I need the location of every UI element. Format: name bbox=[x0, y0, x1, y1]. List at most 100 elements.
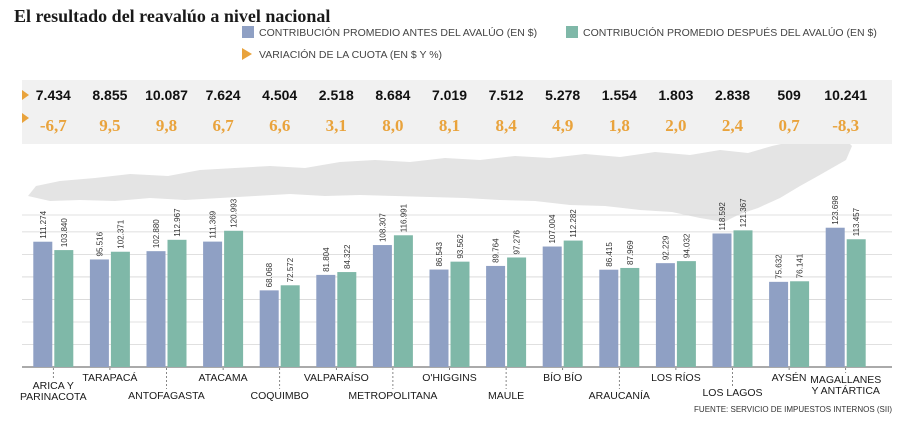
bars bbox=[33, 227, 866, 367]
variation-amount-8: 7.512 bbox=[489, 87, 524, 103]
variation-percent-13: 0,7 bbox=[778, 116, 800, 135]
bar-label-after-10: 87.969 bbox=[626, 240, 635, 265]
bar-label-before-2: 102.880 bbox=[152, 219, 161, 248]
category-label-13: AYSÉN bbox=[772, 371, 807, 384]
bar-label-after-5: 84.322 bbox=[343, 244, 352, 269]
category-label-3: ATACAMA bbox=[198, 372, 247, 384]
category-label-4: COQUIMBO bbox=[251, 390, 309, 402]
bar-after-11 bbox=[676, 261, 696, 367]
header: El resultado del reavalúo a nivel nacion… bbox=[14, 6, 892, 414]
category-label-5: VALPARAÍSO bbox=[304, 371, 369, 384]
variation-percent-5: 3,1 bbox=[326, 116, 347, 135]
variation-percent-12: 2,4 bbox=[722, 116, 744, 135]
category-label-0: ARICA Y bbox=[33, 380, 74, 392]
bar-before-8 bbox=[486, 265, 506, 367]
legend: CONTRIBUCIÓN PROMEDIO ANTES DEL AVALÚO (… bbox=[242, 26, 877, 61]
bar-label-before-10: 86.415 bbox=[605, 242, 614, 267]
variation-amount-3: 7.624 bbox=[206, 87, 241, 103]
variation-percent-8: 8,4 bbox=[495, 116, 517, 135]
variation-percent-4: 6,6 bbox=[269, 116, 290, 135]
bar-before-5 bbox=[316, 274, 336, 367]
bar-label-after-9: 112.282 bbox=[569, 209, 578, 238]
bar-label-before-13: 75.632 bbox=[775, 254, 784, 279]
bar-before-1 bbox=[89, 259, 109, 367]
variation-amount-11: 1.803 bbox=[658, 87, 693, 103]
bar-after-14 bbox=[846, 239, 866, 367]
variation-percent-1: 9,5 bbox=[99, 116, 120, 135]
bar-label-after-1: 102.371 bbox=[116, 219, 125, 248]
bar-before-6 bbox=[372, 245, 392, 367]
bar-label-before-11: 92.229 bbox=[661, 235, 670, 260]
bar-label-after-12: 121.367 bbox=[739, 198, 748, 227]
bar-after-0 bbox=[54, 250, 74, 367]
bar-after-3 bbox=[224, 230, 244, 367]
variation-amount-4: 4.504 bbox=[262, 87, 297, 103]
bar-before-9 bbox=[542, 246, 562, 367]
variation-amount-7: 7.019 bbox=[432, 87, 467, 103]
bar-label-after-13: 76.141 bbox=[796, 253, 805, 278]
category-label-14: MAGALLANES bbox=[810, 374, 881, 386]
legend-label-variation: VARIACIÓN DE LA CUOTA (EN $ Y %) bbox=[259, 48, 442, 61]
variation-arrow-percent bbox=[22, 113, 29, 123]
bar-before-10 bbox=[599, 269, 619, 367]
bar-before-0 bbox=[33, 241, 53, 367]
bar-after-5 bbox=[337, 272, 357, 367]
bar-before-4 bbox=[259, 290, 279, 367]
bar-after-2 bbox=[167, 239, 187, 367]
bar-label-after-6: 116.991 bbox=[399, 203, 408, 232]
variation-band-bg bbox=[22, 80, 892, 144]
bar-label-before-3: 111.369 bbox=[209, 210, 218, 238]
category-label-6: METROPOLITANA bbox=[348, 390, 437, 402]
bar-after-9 bbox=[563, 240, 583, 367]
category-label-12: LOS LAGOS bbox=[702, 387, 762, 399]
bar-label-before-9: 107.004 bbox=[548, 214, 557, 243]
variation-percent-14: -8,3 bbox=[832, 116, 859, 135]
legend-label-before: CONTRIBUCIÓN PROMEDIO ANTES DEL AVALÚO (… bbox=[259, 26, 537, 39]
bar-label-after-2: 112.967 bbox=[173, 208, 182, 237]
category-label-8: MAULE bbox=[488, 390, 524, 402]
bar-after-4 bbox=[280, 285, 300, 367]
source-note: FUENTE: SERVICIO DE IMPUESTOS INTERNOS (… bbox=[694, 405, 892, 414]
bar-label-after-11: 94.032 bbox=[682, 233, 691, 258]
bar-label-before-8: 89.764 bbox=[492, 238, 501, 263]
bar-after-7 bbox=[450, 261, 470, 367]
bar-label-after-7: 93.562 bbox=[456, 234, 465, 259]
variation-band bbox=[22, 80, 892, 144]
legend-swatch-variation bbox=[242, 48, 252, 60]
category-label-1: TARAPACÁ bbox=[82, 371, 137, 384]
bar-label-after-3: 120.993 bbox=[230, 198, 239, 227]
variation-amount-0: 7.434 bbox=[36, 87, 71, 103]
bar-before-7 bbox=[429, 269, 449, 367]
bar-label-before-0: 111.274 bbox=[39, 210, 48, 238]
variation-amount-12: 2.838 bbox=[715, 87, 750, 103]
bar-before-12 bbox=[712, 233, 732, 367]
variation-values: 7.434 -6,7 8.855 9,5 10.087 9,8 7.624 6,7 4.504 6… bbox=[36, 87, 868, 135]
bar-label-before-4: 68.068 bbox=[265, 262, 274, 287]
value-labels: 111.274 103.840 95.516 102.371 102.880 112.96… bbox=[39, 195, 861, 287]
bar-after-12 bbox=[733, 230, 753, 367]
bar-before-3 bbox=[203, 241, 223, 367]
variation-amount-6: 8.684 bbox=[375, 87, 410, 103]
category-label-7: O'HIGGINS bbox=[422, 372, 477, 384]
bar-after-10 bbox=[620, 267, 640, 367]
bar-before-13 bbox=[769, 281, 789, 367]
bar-label-before-12: 118.592 bbox=[718, 202, 727, 231]
variation-amount-2: 10.087 bbox=[145, 87, 188, 103]
bar-label-before-14: 123.698 bbox=[831, 195, 840, 224]
bar-label-before-5: 81.804 bbox=[322, 247, 331, 272]
variation-percent-11: 2,0 bbox=[665, 116, 686, 135]
variation-amount-14: 10.241 bbox=[824, 87, 867, 103]
variation-amount-10: 1.554 bbox=[602, 87, 637, 103]
bar-after-6 bbox=[393, 235, 413, 367]
variation-percent-3: 6,7 bbox=[212, 116, 234, 135]
chart-title: El resultado del reavalúo a nivel nacion… bbox=[14, 6, 330, 26]
legend-swatch-before bbox=[242, 26, 254, 38]
variation-amount-5: 2.518 bbox=[319, 87, 354, 103]
bar-after-1 bbox=[110, 251, 130, 367]
category-label-14: Y ANTÁRTICA bbox=[811, 384, 879, 397]
legend-swatch-after bbox=[566, 26, 578, 38]
bar-before-11 bbox=[655, 263, 675, 367]
